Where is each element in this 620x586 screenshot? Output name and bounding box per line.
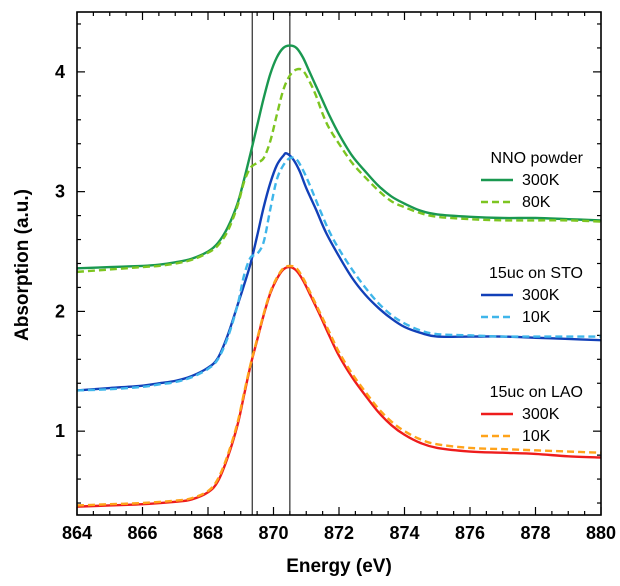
- x-tick-label: 864: [62, 523, 92, 543]
- series-line-0-1: [76, 67, 602, 274]
- y-tick-label: 4: [55, 62, 65, 82]
- legend-label: 10K: [522, 428, 551, 445]
- x-tick-label: 874: [389, 523, 419, 543]
- x-tick-label: 880: [586, 523, 616, 543]
- legend-label: 10K: [522, 309, 551, 326]
- y-tick-label: 2: [55, 301, 65, 321]
- legend: NNO powder 300K 80K 15uc on STO 300K 10K 15uc …: [481, 150, 584, 445]
- series-lines: [76, 44, 602, 508]
- x-tick-label: 870: [258, 523, 288, 543]
- y-axis-title: Absorption (a.u.): [12, 189, 33, 341]
- plot-frame: [76, 11, 602, 516]
- x-tick-label: 866: [127, 523, 157, 543]
- series-line-1-1: [76, 156, 601, 392]
- legend-label: 300K: [522, 406, 560, 423]
- series-line-2-1: [76, 264, 602, 507]
- legend-label: 300K: [522, 172, 560, 189]
- legend-title: 15uc on STO: [489, 265, 583, 282]
- legend-label: 80K: [522, 194, 551, 211]
- x-axis-title: Energy (eV): [286, 556, 392, 577]
- y-tick-label: 1: [55, 421, 65, 441]
- series-line-2-0: [76, 265, 602, 508]
- x-tick-label: 872: [324, 523, 354, 543]
- x-tick-label: 878: [520, 523, 550, 543]
- reference-lines: [251, 12, 291, 515]
- x-tick-label: 876: [455, 523, 485, 543]
- tick-labels: 864 866 868 870 872 874 876 878 880 1 2 3 4: [55, 62, 616, 543]
- legend-title: NNO powder: [491, 150, 584, 167]
- x-tick-label: 868: [193, 523, 223, 543]
- legend-title: 15uc on LAO: [490, 384, 583, 401]
- legend-label: 300K: [522, 287, 560, 304]
- y-tick-label: 3: [55, 182, 65, 202]
